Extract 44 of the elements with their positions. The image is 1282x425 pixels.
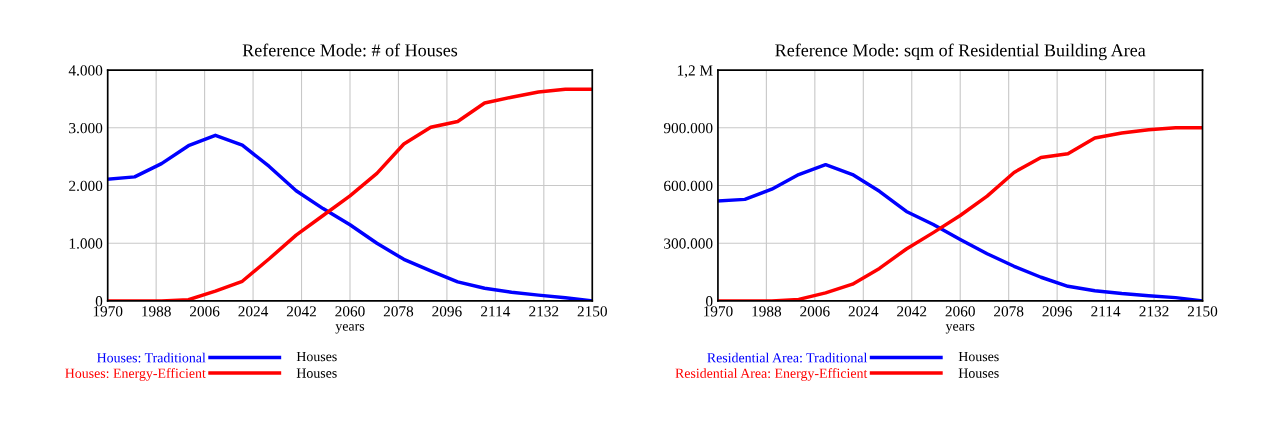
y-tick-label: 1.000	[69, 238, 103, 249]
x-tick-label: 2114	[481, 306, 511, 317]
x-tick-label: 2006	[800, 306, 830, 317]
y-tick-label: 600.000	[664, 180, 713, 192]
x-tick-label: 2150	[1187, 306, 1218, 317]
chart-title: Reference Mode: sqm of Residential Building Area	[775, 43, 1146, 61]
x-tick-label: 2024	[848, 306, 879, 317]
x-tick-label: 2096	[432, 306, 462, 317]
x-tick-label: 2114	[1091, 306, 1121, 317]
x-tick-label: 2078	[994, 306, 1024, 317]
x-tick-label: 2078	[383, 306, 414, 317]
x-tick-label: 1970	[703, 306, 733, 317]
x-axis-title: years	[335, 324, 365, 334]
x-tick-label: 2060	[945, 306, 975, 317]
x-tick-label: 2132	[1139, 306, 1169, 317]
x-tick-label: 2042	[897, 306, 927, 317]
x-axis-title: years	[945, 324, 975, 334]
x-tick-label: 2024	[238, 306, 269, 317]
x-tick-label: 2150	[577, 306, 607, 317]
chart-title: Reference Mode: # of Houses	[242, 43, 458, 57]
y-tick-label: 0	[95, 296, 103, 307]
text: Houses	[296, 368, 337, 378]
x-tick-label: 1988	[752, 306, 782, 317]
x-tick-label: 2006	[190, 306, 220, 317]
y-tick-label: 1,2 M	[677, 65, 713, 78]
x-tick-label: 2042	[286, 306, 316, 317]
y-tick-label: 900.000	[663, 122, 713, 134]
x-tick-label: 2060	[335, 306, 365, 317]
x-tick-label: 1988	[142, 306, 171, 317]
text: Residential Area: Energy-Efficient	[675, 368, 868, 381]
y-tick-label: 3.000	[69, 122, 103, 134]
x-tick-label: 2096	[1042, 306, 1072, 317]
text: Houses	[958, 351, 999, 362]
x-tick-label: 1970	[93, 306, 123, 317]
text: Houses	[958, 368, 999, 378]
y-tick-label: 0	[706, 296, 713, 307]
y-tick-label: 4.000	[68, 65, 103, 76]
y-tick-label: 300.000	[664, 238, 713, 249]
text: Residential Area: Traditional	[707, 352, 868, 363]
legend-label: Houses: Traditional	[97, 352, 206, 363]
text: Houses	[296, 351, 337, 362]
x-tick-label: 2132	[529, 306, 559, 317]
y-tick-label: 2.000	[69, 180, 103, 192]
legend-label: Houses: Energy-Efficient	[65, 368, 206, 381]
